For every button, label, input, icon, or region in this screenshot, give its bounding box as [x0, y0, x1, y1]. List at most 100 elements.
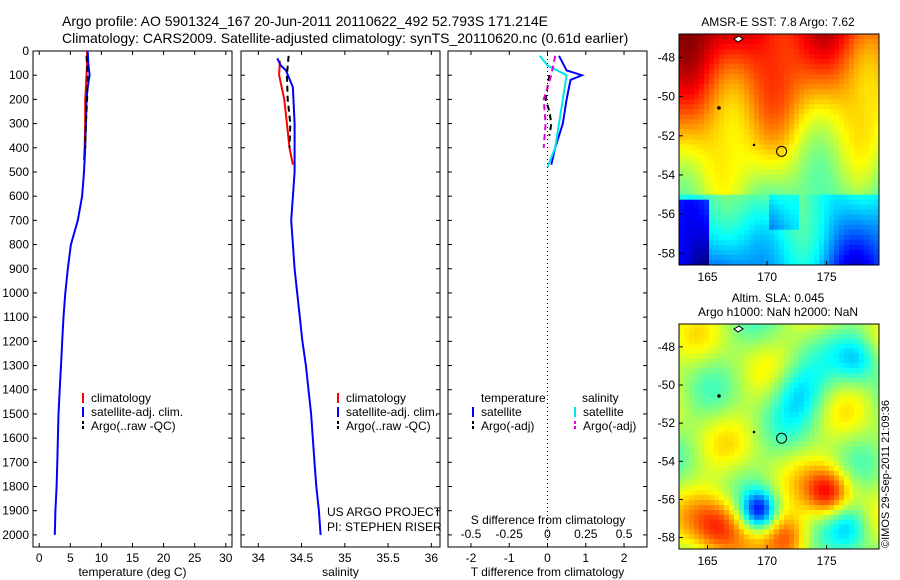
heatmap-cell — [769, 129, 775, 135]
heatmap-cell — [804, 79, 810, 85]
heatmap-cell — [729, 189, 735, 196]
heatmap-cell — [874, 480, 879, 486]
heatmap-cell — [739, 49, 745, 55]
difference-xtick-label: 1 — [582, 551, 589, 565]
difference-series-line — [542, 55, 557, 148]
heatmap-cell — [854, 204, 860, 211]
heatmap-cell — [869, 397, 875, 403]
heatmap-cell — [874, 139, 879, 146]
heatmap-cell — [744, 426, 750, 433]
heatmap-cell — [774, 44, 780, 50]
heatmap-cell — [719, 368, 725, 374]
heatmap-cell — [769, 260, 775, 265]
heatmap-cell — [784, 397, 790, 403]
heatmap-cell — [834, 397, 840, 403]
heatmap-cell — [754, 119, 760, 125]
heatmap-cell — [794, 74, 800, 80]
heatmap-cell — [759, 194, 765, 201]
heatmap-cell — [704, 64, 710, 70]
heatmap-cell — [749, 421, 755, 428]
heatmap-cell — [824, 204, 830, 211]
heatmap-cell — [784, 99, 790, 105]
heatmap-cell — [764, 49, 770, 55]
heatmap-cell — [774, 184, 780, 191]
heatmap-cell — [759, 505, 765, 511]
heatmap-cell — [769, 544, 775, 549]
heatmap-cell — [784, 199, 790, 206]
heatmap-cell — [844, 124, 850, 130]
heatmap-cell — [779, 514, 785, 521]
heatmap-cell — [819, 412, 825, 418]
heatmap-cell — [739, 89, 745, 95]
heatmap-cell — [734, 368, 740, 374]
heatmap-cell — [829, 99, 835, 105]
heatmap-cell — [749, 465, 755, 472]
heatmap-cell — [689, 169, 695, 176]
heatmap-cell — [814, 509, 820, 516]
heatmap-cell — [779, 363, 785, 369]
heatmap-cell — [864, 446, 870, 452]
heatmap-cell — [799, 154, 805, 161]
heatmap-cell — [719, 529, 725, 535]
heatmap-cell — [869, 446, 875, 452]
heatmap-cell — [724, 416, 730, 423]
heatmap-cell — [684, 154, 690, 161]
heatmap-cell — [869, 519, 875, 526]
heatmap-cell — [709, 69, 715, 75]
heatmap-cell — [689, 324, 695, 330]
heatmap-cell — [829, 174, 835, 181]
heatmap-cell — [729, 407, 735, 413]
heatmap-cell — [814, 84, 820, 90]
heatmap-cell — [774, 34, 780, 40]
heatmap-cell — [679, 224, 685, 231]
heatmap-cell — [869, 89, 875, 95]
heatmap-cell — [739, 164, 745, 171]
heatmap-cell — [754, 244, 760, 251]
heatmap-cell — [804, 368, 810, 374]
heatmap-cell — [744, 199, 750, 206]
heatmap-cell — [764, 124, 770, 130]
map-latitude-label: -48 — [658, 50, 676, 64]
heatmap-cell — [749, 426, 755, 433]
heatmap-cell — [709, 343, 715, 350]
heatmap-cell — [744, 49, 750, 55]
heatmap-cell — [844, 524, 850, 530]
heatmap-cell — [754, 490, 760, 496]
heatmap-cell — [779, 229, 785, 236]
heatmap-cell — [749, 500, 755, 506]
heatmap-cell — [679, 54, 685, 60]
heatmap-cell — [714, 214, 720, 221]
heatmap-cell — [704, 490, 710, 496]
heatmap-cell — [814, 109, 820, 115]
heatmap-cell — [814, 184, 820, 191]
heatmap-cell — [704, 514, 710, 521]
heatmap-cell — [819, 224, 825, 231]
heatmap-cell — [809, 214, 815, 221]
heatmap-cell — [769, 39, 775, 45]
heatmap-cell — [724, 490, 730, 496]
heatmap-cell — [819, 372, 825, 379]
heatmap-cell — [864, 426, 870, 433]
heatmap-cell — [744, 79, 750, 85]
heatmap-cell — [864, 456, 870, 462]
heatmap-cell — [714, 129, 720, 135]
heatmap-cell — [774, 397, 780, 403]
heatmap-cell — [699, 480, 705, 486]
heatmap-cell — [849, 475, 855, 482]
heatmap-cell — [809, 436, 815, 442]
heatmap-cell — [809, 34, 815, 40]
heatmap-cell — [869, 470, 875, 477]
heatmap-cell — [834, 134, 840, 140]
heatmap-cell — [699, 353, 705, 359]
heatmap-cell — [684, 124, 690, 130]
heatmap-cell — [724, 229, 730, 236]
heatmap-cell — [744, 39, 750, 45]
heatmap-cell — [739, 79, 745, 85]
heatmap-cell — [789, 204, 795, 211]
heatmap-cell — [754, 124, 760, 130]
heatmap-cell — [714, 480, 720, 486]
heatmap-cell — [844, 470, 850, 477]
heatmap-cell — [694, 255, 700, 261]
heatmap-cell — [819, 74, 825, 80]
heatmap-cell — [854, 338, 860, 345]
